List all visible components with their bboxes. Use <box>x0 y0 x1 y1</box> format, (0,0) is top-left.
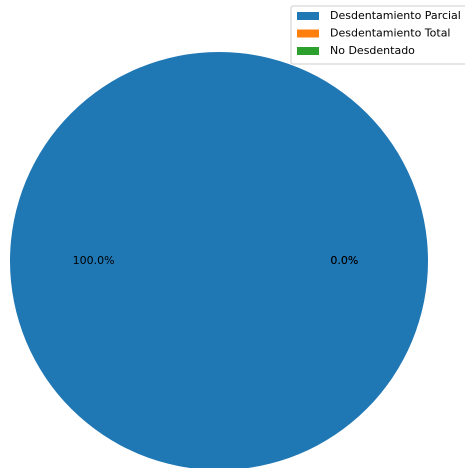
pie-labels: 100.0% 0.0%0.0% <box>73 254 359 267</box>
legend-swatch-desdentamiento-parcial <box>297 12 319 20</box>
pie-slices <box>10 52 428 468</box>
legend-label-desdentamiento-total: Desdentamiento Total <box>330 27 450 40</box>
label-desdentamiento-parcial: 100.0% <box>73 254 115 267</box>
legend-swatch-no-desdentado <box>297 47 319 55</box>
legend-label-desdentamiento-parcial: Desdentamiento Parcial <box>330 9 461 22</box>
slice-desdentamiento-parcial <box>10 52 428 468</box>
legend-items: Desdentamiento Parcial Desdentamiento Tot… <box>297 9 461 57</box>
legend: Desdentamiento Parcial Desdentamiento Tot… <box>290 5 465 65</box>
legend-swatch-desdentamiento-total <box>297 29 319 38</box>
legend-label-no-desdentado: No Desdentado <box>330 44 415 57</box>
legend-box <box>290 5 465 65</box>
label-no-desdentado: 0.0% <box>330 254 358 267</box>
label-desdentamiento-total: 0.0% <box>330 254 358 267</box>
